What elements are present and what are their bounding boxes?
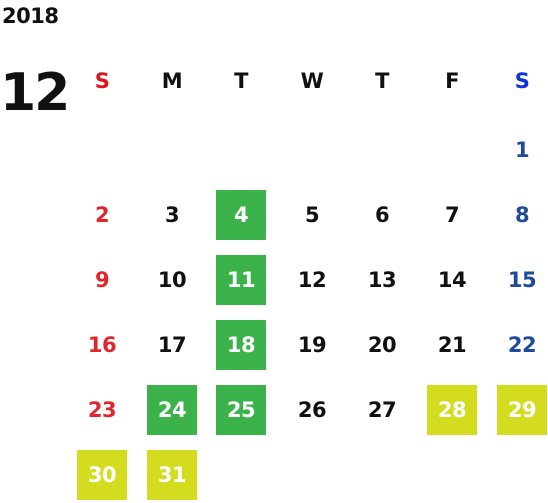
day-cell-highlighted[interactable]: 4 (216, 190, 266, 240)
day-cell[interactable]: 6 (374, 203, 390, 227)
day-cell[interactable]: 16 (87, 333, 117, 357)
day-cell-highlighted[interactable]: 24 (147, 385, 197, 435)
weekday-header-friday: F (445, 69, 459, 93)
day-cell-highlighted[interactable]: 25 (216, 385, 266, 435)
day-cell-highlighted[interactable]: 29 (497, 385, 547, 435)
day-cell[interactable]: 15 (507, 268, 537, 292)
day-cell[interactable]: 17 (157, 333, 187, 357)
day-cell[interactable]: 20 (367, 333, 397, 357)
day-cell[interactable]: 26 (297, 398, 327, 422)
day-cell[interactable]: 9 (94, 268, 110, 292)
day-cell-highlighted[interactable]: 30 (77, 450, 127, 500)
day-cell[interactable]: 10 (157, 268, 187, 292)
day-cell[interactable]: 7 (444, 203, 460, 227)
year-label: 2018 (2, 4, 59, 28)
weekday-header-tuesday: T (234, 69, 248, 93)
day-cell[interactable]: 19 (297, 333, 327, 357)
day-cell[interactable]: 2 (94, 203, 110, 227)
day-cell[interactable]: 13 (367, 268, 397, 292)
day-cell-highlighted[interactable]: 11 (216, 255, 266, 305)
day-cell-highlighted[interactable]: 28 (427, 385, 477, 435)
day-cell[interactable]: 14 (437, 268, 467, 292)
day-cell[interactable]: 21 (437, 333, 467, 357)
day-cell[interactable]: 22 (507, 333, 537, 357)
day-cell-highlighted[interactable]: 18 (216, 320, 266, 370)
day-cell[interactable]: 1 (514, 138, 530, 162)
day-cell[interactable]: 27 (367, 398, 397, 422)
day-cell-highlighted[interactable]: 31 (147, 450, 197, 500)
day-cell[interactable]: 3 (164, 203, 180, 227)
day-cell[interactable]: 23 (87, 398, 117, 422)
month-label: 12 (0, 63, 70, 123)
day-cell[interactable]: 8 (514, 203, 530, 227)
weekday-header-wednesday: W (300, 69, 324, 93)
day-cell[interactable]: 12 (297, 268, 327, 292)
weekday-header-saturday: S (514, 69, 530, 93)
weekday-header-monday: M (161, 69, 183, 93)
day-cell[interactable]: 5 (304, 203, 320, 227)
weekday-header-sunday: S (94, 69, 110, 93)
weekday-header-thursday: T (375, 69, 389, 93)
